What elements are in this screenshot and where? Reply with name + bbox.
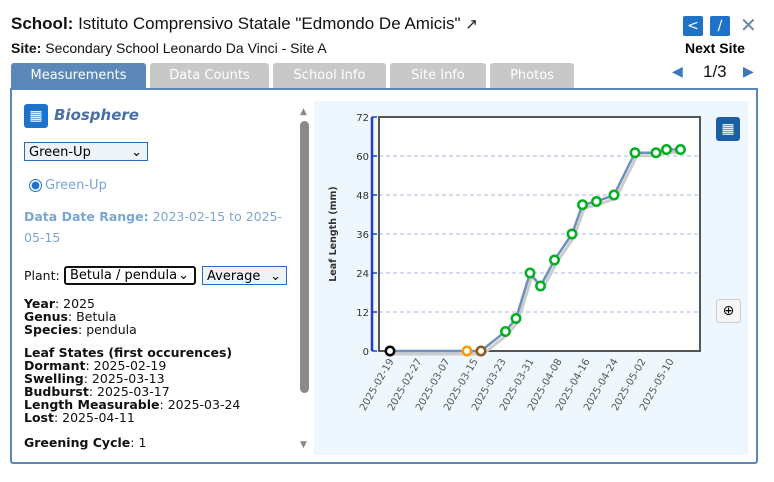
chevron-down-icon: ⌄ xyxy=(178,268,189,283)
data-point-measurable xyxy=(577,199,588,211)
state-row: Lost: 2025-04-11 xyxy=(24,410,135,425)
data-point-measurable xyxy=(661,144,672,155)
y-axis-label: Leaf Length (mm) xyxy=(328,186,339,282)
scroll-down-icon[interactable]: ▼ xyxy=(300,440,307,450)
data-point-measurable xyxy=(608,189,620,201)
data-point-measurable xyxy=(535,280,546,292)
y-tick-label: 72 xyxy=(356,113,369,124)
data-point-measurable xyxy=(650,147,662,159)
chevron-down-icon: ⌄ xyxy=(270,269,281,284)
y-tick-label: 24 xyxy=(356,269,369,280)
next-site-arrow-icon[interactable]: ▶ xyxy=(743,64,754,80)
share-icon[interactable]: < xyxy=(683,16,703,36)
protocol-title: Biosphere xyxy=(54,106,139,124)
data-point-swelling xyxy=(461,345,473,357)
measurements-panel xyxy=(10,88,758,464)
plant-label: Plant: xyxy=(24,268,60,283)
data-point-measurable xyxy=(566,228,578,240)
table-icon[interactable]: ▦ xyxy=(24,104,48,128)
school-title: School: Istituto Comprensivo Statale "Ed… xyxy=(11,14,478,33)
y-tick-label: 0 xyxy=(363,347,369,358)
data-point-measurable xyxy=(500,326,511,337)
series-line xyxy=(390,148,681,353)
scrollbar-thumb[interactable] xyxy=(300,121,309,393)
scroll-up-icon[interactable]: ▲ xyxy=(300,107,307,117)
plot-border xyxy=(378,116,701,352)
site-pager: 1/3 xyxy=(703,62,727,81)
date-range: Data Date Range: 2023-02-15 to 2025-05-1… xyxy=(24,209,283,245)
tab-site-info[interactable]: Site Info xyxy=(390,63,486,88)
site-title: Site: Secondary School Leonardo Da Vinci… xyxy=(11,40,327,56)
state-row: Budburst: 2025-03-17 xyxy=(24,384,170,399)
plant-select[interactable]: Betula / pendula ⌄ xyxy=(64,266,196,285)
data-point-measurable xyxy=(629,147,641,159)
data-point-measurable xyxy=(524,267,536,279)
series-shadow xyxy=(392,151,683,356)
data-point-dormant xyxy=(384,345,396,357)
chevron-down-icon: ⌄ xyxy=(131,145,142,160)
data-point-measurable xyxy=(549,254,560,266)
data-point-measurable xyxy=(510,313,522,324)
data-point-measurable xyxy=(591,196,602,207)
link-icon[interactable]: ∕ xyxy=(710,16,730,36)
green-up-radio[interactable] xyxy=(29,179,42,192)
leaf-states-title: Leaf States (first occurences) xyxy=(24,345,233,360)
data-point-measurable xyxy=(675,144,686,155)
state-row: Dormant: 2025-02-19 xyxy=(24,358,167,373)
radio-label: Green-Up xyxy=(45,178,107,193)
tab-photos[interactable]: Photos xyxy=(490,63,574,88)
table-view-icon[interactable]: ▦ xyxy=(716,117,740,141)
y-tick-label: 60 xyxy=(356,152,369,163)
zoom-in-icon[interactable]: ⊕ xyxy=(716,299,741,323)
tab-data-counts[interactable]: Data Counts xyxy=(150,63,269,88)
measure-select[interactable]: Green-Up ⌄ xyxy=(24,142,148,161)
data-point-budburst xyxy=(475,345,487,357)
y-tick-label: 36 xyxy=(356,230,369,241)
external-link-icon[interactable]: ↗ xyxy=(465,16,478,33)
y-tick-label: 12 xyxy=(356,308,369,319)
y-tick-label: 48 xyxy=(356,191,369,202)
next-site-label: Next Site xyxy=(685,40,745,56)
close-icon[interactable]: ✕ xyxy=(740,13,757,37)
state-row: Swelling: 2025-03-13 xyxy=(24,371,165,386)
state-row: Length Measurable: 2025-03-24 xyxy=(24,397,241,412)
plant-details: Year: 2025 Genus: Betula Species: pendul… xyxy=(24,296,241,450)
tab-measurements[interactable]: Measurements xyxy=(11,63,146,88)
prev-site-arrow-icon[interactable]: ◀ xyxy=(672,64,683,80)
tab-school-info[interactable]: School Info xyxy=(273,63,386,88)
stat-select[interactable]: Average ⌄ xyxy=(202,266,287,285)
